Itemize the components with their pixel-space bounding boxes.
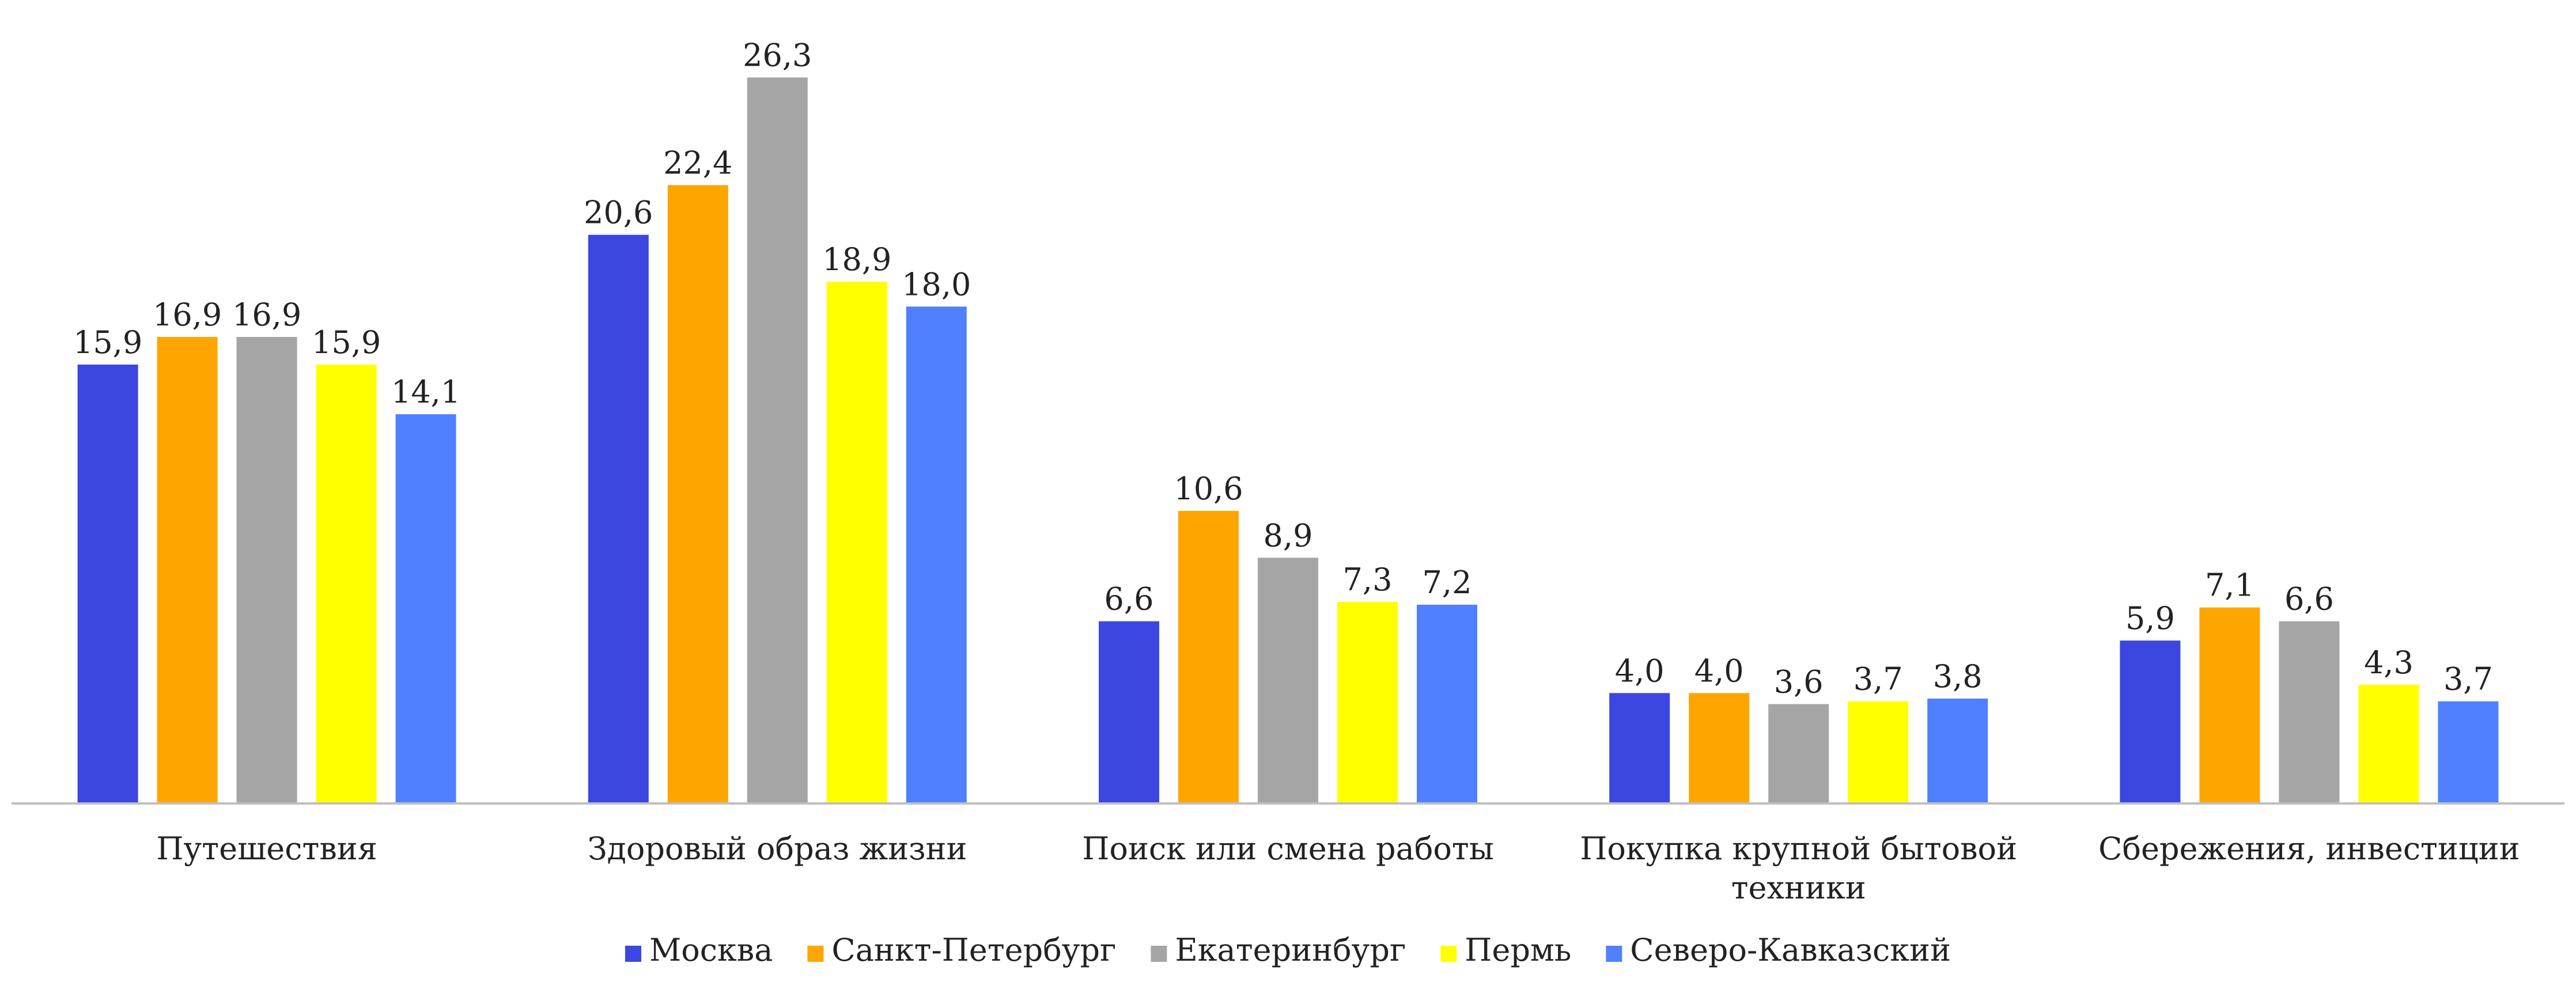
bar [316, 365, 377, 803]
x-tick-label: Путешествия [156, 831, 377, 867]
data-label: 4,0 [1615, 653, 1665, 689]
legend-marker [625, 946, 641, 962]
data-label: 15,9 [73, 324, 142, 361]
bar [1848, 702, 1908, 803]
bar [906, 306, 967, 803]
legend-item: Москва [625, 932, 773, 968]
data-label: 6,6 [1104, 581, 1154, 617]
data-label: 16,9 [232, 297, 301, 333]
data-label: 4,3 [2364, 644, 2414, 681]
data-label: 26,3 [743, 37, 812, 74]
data-label: 3,8 [1933, 658, 1983, 695]
legend-marker [1440, 946, 1457, 962]
data-label: 5,9 [2125, 600, 2175, 636]
data-label: 8,9 [1264, 517, 1313, 553]
bar [1417, 605, 1477, 803]
legend-item: Пермь [1440, 932, 1571, 968]
legend-item: Северо-Кавказский [1606, 932, 1951, 968]
data-label: 16,9 [153, 297, 222, 333]
legend-label: Москва [649, 932, 773, 968]
bar [1768, 704, 1829, 804]
bar [1689, 693, 1749, 803]
bar [1258, 558, 1318, 803]
data-label: 22,4 [663, 145, 732, 181]
bar [1099, 621, 1159, 803]
bar [588, 235, 649, 803]
data-label: 7,1 [2205, 567, 2255, 604]
bar [157, 337, 218, 803]
bar [668, 185, 728, 803]
data-label: 14,1 [391, 374, 460, 410]
data-label: 20,6 [584, 195, 653, 231]
bar [1927, 699, 1988, 803]
data-label: 3,7 [1853, 661, 1903, 697]
legend-item: Санкт-Петербург [807, 932, 1116, 968]
bar [237, 337, 297, 803]
legend-label: Екатеринбург [1175, 932, 1406, 968]
bar [1337, 602, 1398, 803]
legend-label: Северо-Кавказский [1630, 932, 1951, 968]
data-label: 4,0 [1694, 653, 1744, 689]
legend: Москва Санкт-Петербург Екатеринбург Пермь Се… [625, 932, 1951, 968]
data-label: 18,9 [822, 241, 891, 278]
data-label: 3,7 [2443, 661, 2493, 697]
bar [747, 78, 808, 804]
bars-layer [78, 78, 2499, 804]
legend-item: Екатеринбург [1151, 932, 1406, 968]
legend-marker [807, 946, 823, 962]
bar [1609, 693, 1670, 803]
legend-label: Пермь [1465, 932, 1571, 968]
legend-marker [1606, 946, 1622, 962]
bar [1178, 511, 1239, 803]
x-tick-label: Покупка крупной бытовой [1580, 831, 2017, 867]
data-label: 18,0 [902, 266, 971, 302]
bar [2438, 702, 2498, 803]
data-label: 15,9 [312, 324, 381, 361]
bar [827, 282, 887, 803]
bar [2120, 640, 2180, 803]
x-tick-label: Поиск или смена работы [1082, 831, 1493, 867]
legend-marker [1151, 946, 1167, 962]
legend-label: Санкт-Петербург [831, 932, 1116, 968]
data-label: 10,6 [1174, 471, 1243, 507]
data-label: 7,2 [1423, 564, 1472, 601]
data-label: 3,6 [1774, 664, 1824, 700]
bar [2279, 621, 2339, 803]
x-tick-label: Здоровый образ жизни [588, 831, 967, 867]
data-label: 6,6 [2284, 581, 2334, 617]
bar [78, 365, 138, 803]
bar [2358, 685, 2419, 803]
x-tick-label: техники [1731, 870, 1866, 906]
data-label: 7,3 [1343, 562, 1393, 598]
x-tick-label: Сбережения, инвестиции [2098, 831, 2520, 867]
bar [396, 414, 456, 803]
category-labels-layer: Путешествия Здоровый образ жизни Поиск или… [156, 831, 2520, 906]
bar [2199, 608, 2260, 803]
